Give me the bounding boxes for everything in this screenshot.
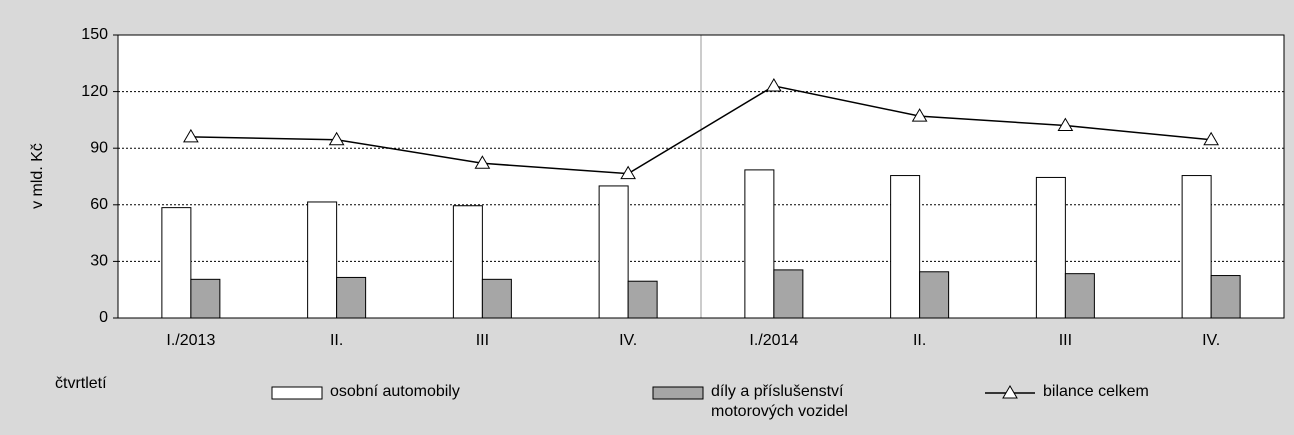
bar: [598, 185, 629, 319]
y-axis-label: v mld. Kč: [29, 143, 46, 209]
x-tick-label: III: [1059, 332, 1072, 349]
bar: [773, 269, 804, 319]
bar: [890, 175, 921, 319]
legend-label: díly a příslušenství motorových vozidel: [711, 383, 848, 420]
x-axis-label: čtvrtletí: [55, 375, 107, 392]
y-tick-label: 120: [81, 83, 108, 100]
bar: [161, 207, 192, 319]
bar: [1181, 175, 1212, 319]
bar: [1064, 273, 1095, 319]
bar: [190, 278, 221, 319]
x-tick-label: I./2014: [749, 332, 798, 349]
x-tick-label: II.: [330, 332, 343, 349]
y-tick-label: 0: [99, 309, 108, 326]
marker: [328, 131, 345, 146]
x-tick-label: IV.: [619, 332, 637, 349]
bar: [1035, 176, 1066, 319]
y-tick-label: 90: [90, 139, 108, 156]
y-tick-label: 150: [81, 26, 108, 43]
marker: [620, 165, 636, 180]
bar: [919, 271, 950, 319]
bar: [627, 280, 658, 319]
x-tick-label: I./2013: [166, 332, 215, 349]
line: [190, 85, 1212, 175]
legend-label: bilance celkem: [1043, 383, 1149, 400]
legend-swatch: [652, 386, 704, 400]
bar: [744, 169, 775, 319]
marker: [911, 108, 928, 122]
x-tick-label: IV.: [1202, 332, 1220, 349]
marker: [766, 77, 782, 92]
x-tick-label: III: [476, 332, 489, 349]
legend-label: osobní automobily: [330, 383, 460, 400]
legend-marker: [1002, 385, 1018, 399]
bar: [307, 201, 338, 319]
bar: [481, 278, 512, 319]
plot-frame: [117, 34, 1285, 319]
marker: [1203, 131, 1219, 146]
x-tick-label: II.: [913, 332, 926, 349]
marker: [1057, 117, 1074, 132]
legend-swatch: [271, 386, 323, 400]
marker: [474, 155, 491, 169]
y-tick-label: 30: [90, 253, 108, 270]
bar: [452, 205, 483, 319]
marker: [183, 128, 199, 143]
bar: [336, 276, 367, 319]
y-tick-label: 60: [90, 196, 108, 213]
bar: [1210, 275, 1241, 319]
